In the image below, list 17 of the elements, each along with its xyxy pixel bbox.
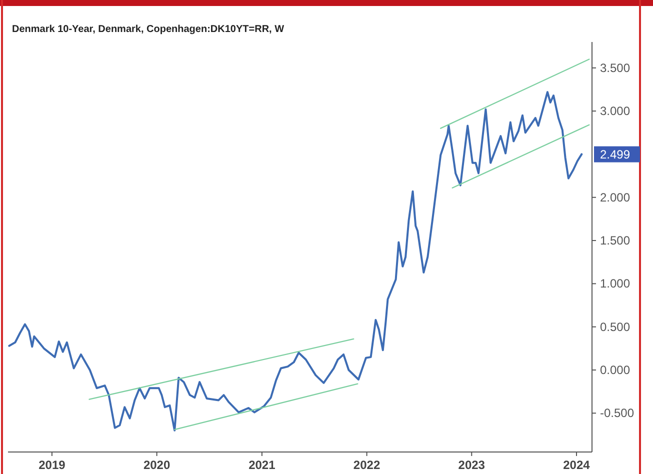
y-tick-label: 0.000 (600, 363, 630, 377)
y-tick-label: 0.500 (600, 320, 630, 334)
x-tick-label: 2021 (248, 458, 276, 472)
x-tick-label: 2024 (563, 458, 590, 472)
chart-title: Denmark 10-Year, Denmark, Copenhagen:DK10YT=RR, W (12, 24, 285, 35)
x-tick-label: 2020 (143, 458, 170, 472)
y-tick-label: 1.000 (600, 276, 630, 291)
y-tick-label: 3.500 (600, 60, 630, 75)
annotation: 2.499 (600, 147, 630, 162)
x-tick-label: 2023 (458, 458, 486, 472)
line-series (8, 91, 583, 432)
y-tick-label: -0.500 (600, 406, 634, 420)
y-tick-label: 2.000 (600, 190, 630, 204)
y-tick-label: 1.500 (600, 234, 630, 248)
x-tick-label: 2022 (353, 458, 380, 472)
x-tick-label: 2019 (38, 458, 66, 472)
y-tick-label: 3.000 (600, 104, 630, 118)
